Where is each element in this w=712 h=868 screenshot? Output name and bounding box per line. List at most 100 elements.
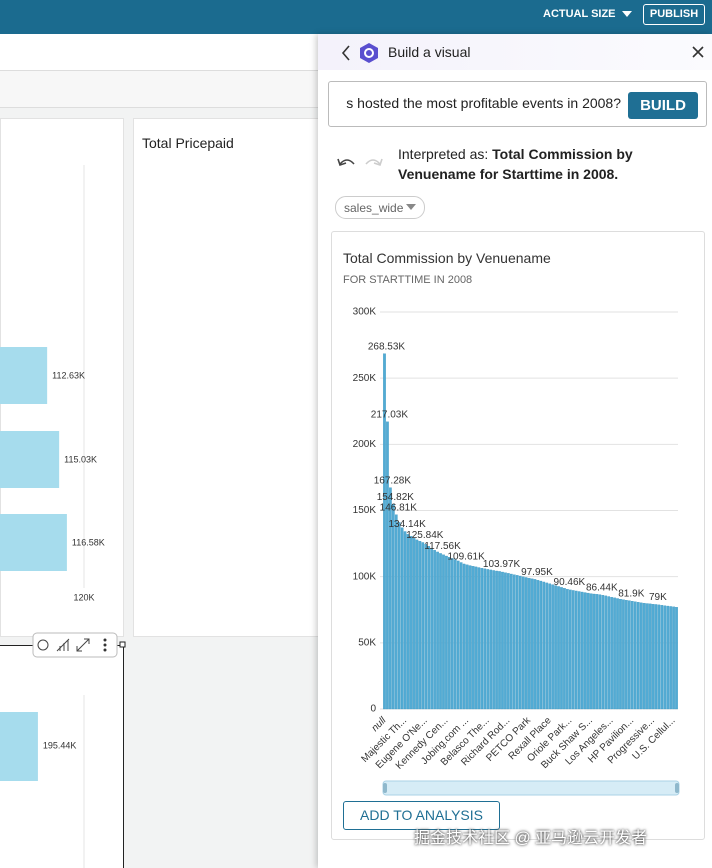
dataset-chip[interactable]: sales_wide <box>335 196 425 219</box>
bar <box>459 562 463 710</box>
bar <box>391 503 395 710</box>
bar <box>468 565 472 710</box>
interpreted-prefix: Interpreted as: <box>398 146 489 162</box>
data-label: 86.44K <box>586 582 618 593</box>
bar <box>418 541 422 710</box>
bar <box>666 605 670 710</box>
bar <box>424 544 428 710</box>
bar <box>554 585 557 710</box>
bar <box>627 600 631 710</box>
chart-card <box>331 231 705 840</box>
scroll-bar[interactable] <box>382 780 680 796</box>
bar <box>433 550 436 710</box>
bar <box>474 566 478 710</box>
bar <box>400 527 404 710</box>
actual-size[interactable]: ACTUAL SIZE <box>543 8 616 20</box>
undo-redo <box>337 158 383 167</box>
header-icons <box>341 43 378 63</box>
interpretation: Interpreted as: Total Commission by Venu… <box>398 144 668 184</box>
bar <box>604 595 608 710</box>
bar <box>580 591 584 710</box>
publish-button[interactable]: PUBLISH <box>643 4 705 25</box>
bar <box>577 591 581 710</box>
bar <box>477 567 481 710</box>
redo-button[interactable] <box>365 158 383 167</box>
chart-subtitle: FOR STARTTIME IN 2008 <box>343 274 473 286</box>
dropdown-arrow[interactable] <box>621 10 633 18</box>
bar <box>518 575 522 710</box>
q-logo <box>364 48 374 58</box>
bar <box>548 583 552 710</box>
data-label: 109.61K <box>447 552 485 563</box>
resize-handle[interactable] <box>119 641 126 648</box>
y-tick-label: 150K <box>353 505 377 516</box>
bar <box>430 548 434 710</box>
scroll-handle[interactable] <box>383 783 387 793</box>
bar <box>663 605 667 710</box>
bar <box>639 602 643 710</box>
data-label: 125.84K <box>406 530 444 541</box>
bar <box>533 579 537 710</box>
bar <box>448 557 451 710</box>
add-to-analysis-button[interactable]: ADD TO ANALYSIS <box>343 801 500 830</box>
interpreted-text: Total Commission by Venuename for Startt… <box>398 146 633 182</box>
q-logo <box>360 43 378 63</box>
bar <box>445 555 448 710</box>
undo-button[interactable] <box>337 158 355 167</box>
toolbar-icon[interactable] <box>103 638 107 642</box>
toolbar-icon[interactable] <box>103 648 107 652</box>
bar <box>507 573 510 710</box>
query-input[interactable]: s hosted the most profitable events in 2… <box>328 81 707 127</box>
bar <box>675 607 678 710</box>
back-button[interactable] <box>341 45 350 61</box>
bar <box>545 582 549 710</box>
chart-title: Total Commission by Venuename <box>343 250 551 266</box>
data-label: 112.63K <box>52 370 85 380</box>
bar <box>560 587 563 710</box>
toolbar-icon[interactable] <box>56 638 70 652</box>
data-label: 134.14K <box>388 519 426 530</box>
data-label: 97.95K <box>521 567 553 578</box>
data-label: 116.58K <box>72 537 105 547</box>
bar <box>498 571 501 710</box>
bar <box>439 553 442 710</box>
close-button[interactable] <box>692 46 704 58</box>
toolbar-icon[interactable] <box>103 643 107 647</box>
toolbar-icon[interactable] <box>37 639 49 651</box>
query-text: s hosted the most profitable events in 2… <box>346 95 621 111</box>
scroll-handle[interactable] <box>675 783 679 793</box>
bar <box>583 592 587 710</box>
bar <box>610 597 613 710</box>
toolbar-icon[interactable] <box>76 638 90 652</box>
bar <box>527 577 531 710</box>
bar <box>406 534 410 710</box>
data-label: 117.56K <box>424 541 461 552</box>
bar <box>571 590 575 710</box>
bar <box>436 551 439 710</box>
bar <box>592 593 596 710</box>
bar <box>409 536 413 710</box>
bar <box>0 712 38 781</box>
chart: 050K100K150K200K250K300K268.53Knull217.0… <box>353 307 680 796</box>
build-button[interactable]: BUILD <box>628 92 698 119</box>
bar <box>415 539 419 710</box>
data-label: 103.97K <box>483 559 521 570</box>
bar <box>607 596 611 710</box>
bar <box>462 563 466 710</box>
bar <box>442 554 445 710</box>
bar <box>483 568 487 710</box>
bar <box>412 538 416 710</box>
bar <box>456 560 460 710</box>
bar <box>389 487 392 710</box>
bar <box>397 522 401 710</box>
top-bar: ACTUAL SIZE PUBLISH <box>0 0 712 34</box>
sheet-strip <box>0 71 318 108</box>
bar <box>542 581 546 710</box>
bar <box>524 577 528 710</box>
bar <box>427 546 431 710</box>
bar <box>648 603 652 710</box>
data-label: 167.28K <box>374 475 412 486</box>
bar <box>669 606 672 710</box>
bar <box>654 604 658 710</box>
